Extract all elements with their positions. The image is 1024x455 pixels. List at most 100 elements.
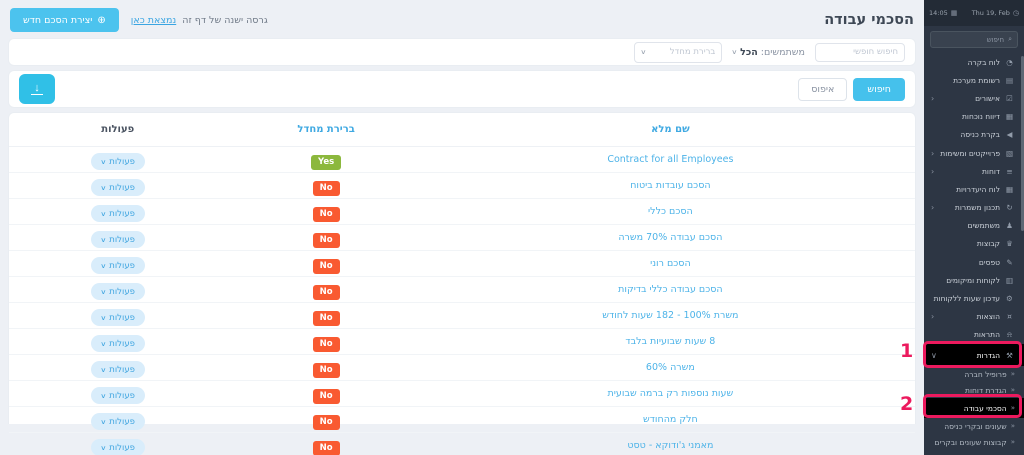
sidebar-subitem[interactable]: «ניהול הרשאות	[924, 450, 1024, 455]
sidebar-item[interactable]: ◀ בקרת כניסה	[924, 126, 1024, 144]
sidebar-item[interactable]: ⚒ הגדרות ∨	[924, 344, 1024, 366]
actions-button[interactable]: פעולות ∨	[90, 309, 145, 327]
sidebar-item-label: תכנון משמרות	[954, 203, 1000, 213]
create-agreement-button[interactable]: ⊕ יצירת הסכם חדש	[10, 8, 119, 32]
table-row: מאמני ג'ודוקא - טסט No פעולות ∨	[9, 433, 915, 455]
actions-button[interactable]: פעולות ∨	[90, 439, 145, 455]
download-button[interactable]: ↓	[19, 74, 55, 104]
actions-button[interactable]: פעולות ∨	[90, 335, 145, 353]
actions-button-label: פעולות	[109, 182, 135, 193]
default-badge-cell: No	[226, 435, 425, 455]
agreement-name-link[interactable]: הסכם עבודה 70% משרה	[618, 232, 723, 243]
chevron-down-icon: ∨	[99, 391, 106, 400]
actions-button[interactable]: פעולות ∨	[90, 413, 145, 431]
sidebar-item[interactable]: ◔ לוח בקרה	[924, 53, 1024, 71]
sidebar-subitem[interactable]: «שעונים ובקרי כניסה	[924, 418, 1024, 434]
sidebar-scrollbar[interactable]	[1021, 56, 1024, 231]
sidebar-item[interactable]: ♟ משתמשים	[924, 217, 1024, 235]
sidebar-item[interactable]: ☑ אישורים ‹	[924, 89, 1024, 107]
old-version-link[interactable]: נמצאת כאן	[130, 14, 177, 26]
default-filter-select[interactable]: ברירת מחדל ∨	[634, 41, 723, 63]
agreement-name-link[interactable]: הסכם עובדות ביטוח	[630, 180, 711, 191]
absence-board-icon: ▦	[1005, 184, 1014, 194]
agreement-name-link[interactable]: הסכם עבודה כללי בדיקות	[618, 284, 723, 295]
actions-button-label: פעולות	[109, 234, 135, 245]
agreements-table: שם מלא ברירת מחדל פעולות Contract for al…	[8, 112, 916, 455]
sidebar-subitem-label: פרופיל חברה	[964, 369, 1007, 379]
sidebar: 14:05 ▦ Thu 19, Feb ◷ ⌕ חיפוש ◔ לוח בקרה ▤…	[924, 0, 1024, 455]
sidebar-item[interactable]: ▦ דיווח נוכחות	[924, 108, 1024, 126]
actions-button[interactable]: פעולות ∨	[90, 283, 145, 301]
sidebar-item[interactable]: ▤ רשומת מערכת	[924, 71, 1024, 89]
actions-button[interactable]: פעולות ∨	[90, 153, 145, 171]
actions-cell: פעולות ∨	[9, 227, 226, 249]
dashboard-icon: ◔	[1006, 57, 1013, 67]
search-button[interactable]: חיפוש	[853, 77, 905, 101]
sidebar-item[interactable]: ¤ הוצאות ‹	[924, 308, 1024, 326]
agreement-name-link[interactable]: חלק מהחודש	[643, 414, 698, 425]
agreement-name-link[interactable]: 8 שעות שבועיות בלבד	[625, 336, 716, 347]
column-header-default[interactable]: ברירת מחדל	[297, 124, 355, 135]
default-badge-cell: No	[226, 227, 425, 248]
sidebar-subitem-label: קבוצות שעונים ובקרים	[934, 437, 1007, 447]
chevron-down-icon: ∨	[99, 443, 106, 452]
column-header-name[interactable]: שם מלא	[651, 124, 690, 135]
actions-button[interactable]: פעולות ∨	[90, 387, 145, 405]
current-date: Thu 19, Feb	[971, 9, 1010, 17]
submenu-marker-icon: «	[1010, 438, 1015, 446]
clock-group: 14:05 ▦	[929, 9, 957, 17]
sidebar-item[interactable]: ✎ טפסים	[924, 253, 1024, 271]
actions-button-label: פעולות	[109, 442, 135, 453]
actions-button[interactable]: פעולות ∨	[90, 361, 145, 379]
sidebar-item[interactable]: ↻ תכנון משמרות ‹	[924, 199, 1024, 217]
date-group: Thu 19, Feb ◷	[972, 9, 1019, 17]
actions-cell: פעולות ∨	[9, 175, 226, 197]
chevron-left-icon: ‹	[931, 312, 935, 322]
agreement-name-link[interactable]: Contract for all Employees	[607, 154, 734, 165]
sidebar-item[interactable]: ▥ לקוחות ומיקומים	[924, 271, 1024, 289]
access-control-icon: ◀	[1006, 130, 1013, 140]
agreement-name-link[interactable]: הסכם רוני	[650, 258, 691, 269]
actions-button[interactable]: פעולות ∨	[90, 205, 145, 223]
sidebar-item[interactable]: ⚙ עדכון שעות ללקוחות	[924, 289, 1024, 307]
sidebar-item-label: משתמשים	[967, 221, 1000, 231]
calendar-icon[interactable]: ▦	[950, 9, 958, 17]
reset-button[interactable]: איפוס	[798, 77, 848, 101]
default-badge: No	[312, 414, 340, 430]
sidebar-item[interactable]: ▦ לוח היעדרויות	[924, 180, 1024, 198]
default-badge: No	[312, 180, 340, 196]
page-title: הסכמי עבודה	[824, 12, 914, 28]
default-badge-cell: No	[226, 201, 425, 222]
sidebar-subitem[interactable]: «קבוצות שעונים ובקרים	[924, 434, 1024, 450]
sidebar-item-label: לוח היעדרויות	[956, 184, 1000, 194]
free-search-input[interactable]	[815, 42, 905, 62]
sidebar-search-input[interactable]: ⌕ חיפוש	[930, 31, 1018, 48]
actions-button[interactable]: פעולות ∨	[90, 179, 145, 197]
sidebar-item[interactable]: ⍾ התראות	[924, 326, 1024, 344]
actions-button[interactable]: פעולות ∨	[90, 257, 145, 275]
agreement-name-link[interactable]: משרה 60%	[645, 362, 695, 373]
agreement-name-link[interactable]: מאמני ג'ודוקא - טסט	[627, 440, 714, 451]
sidebar-item[interactable]: ≡ דוחות ‹	[924, 162, 1024, 180]
sidebar-subitem[interactable]: «הגדרת דוחות	[924, 382, 1024, 398]
actions-button-label: פעולות	[109, 312, 135, 323]
sidebar-item[interactable]: ♛ קבוצות	[924, 235, 1024, 253]
chevron-down-icon: ∨	[99, 313, 106, 322]
users-filter-dropdown[interactable]: משתמשים: הכל ∨	[732, 47, 805, 58]
sidebar-item[interactable]: ▧ פרוייקטים ומשימות ‹	[924, 144, 1024, 162]
sidebar-subitem[interactable]: «הסכמי עבודה	[924, 398, 1024, 418]
table-row: הסכם רוני No פעולות ∨	[9, 251, 915, 277]
download-icon: ↓	[31, 83, 43, 95]
clock-icon[interactable]: ◷	[1012, 9, 1019, 17]
actions-button[interactable]: פעולות ∨	[90, 231, 145, 249]
sidebar-subitem[interactable]: «פרופיל חברה	[924, 366, 1024, 382]
agreement-name-link[interactable]: שעות נוספות רק ברמה שבועית	[607, 388, 734, 399]
agreement-name-link[interactable]: משרת 100% - 182 שעות לחודש	[602, 310, 739, 321]
expenses-icon: ¤	[1007, 312, 1012, 322]
create-agreement-label: יצירת הסכם חדש	[23, 14, 93, 26]
actions-cell: פעולות ∨	[9, 305, 226, 327]
sidebar-item-label: התראות	[973, 330, 1000, 340]
agreement-name-link[interactable]: הסכם כללי	[648, 206, 693, 217]
current-time: 14:05	[929, 9, 948, 17]
table-row: הסכם עובדות ביטוח No פעולות ∨	[9, 173, 915, 199]
